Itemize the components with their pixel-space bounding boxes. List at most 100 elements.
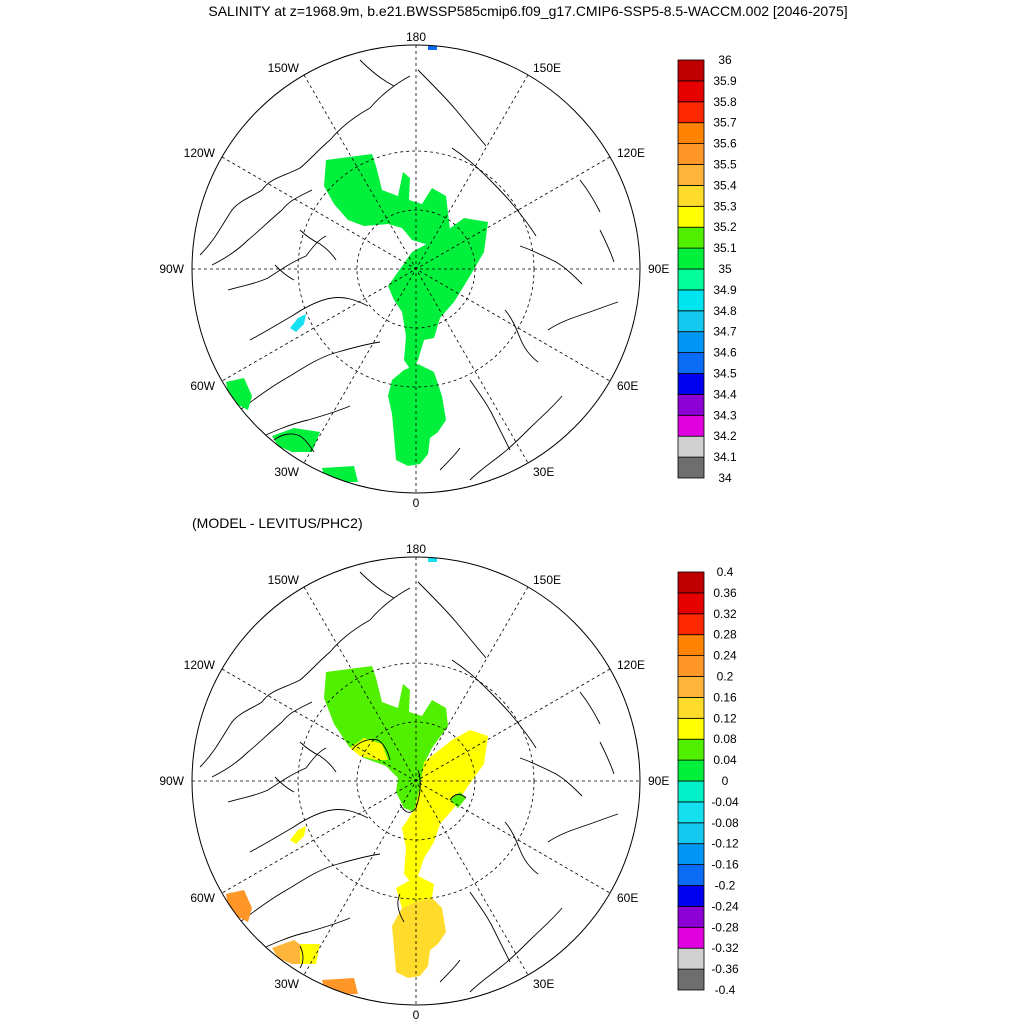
salinity-colorbar-box bbox=[677, 226, 705, 249]
difference-colorbar-box bbox=[677, 655, 705, 677]
field-patch bbox=[324, 666, 448, 812]
difference-colorbar-box bbox=[677, 717, 705, 740]
map-boundary bbox=[191, 44, 641, 494]
salinity-colorbar-box bbox=[677, 310, 705, 333]
lon-label-180: 180 bbox=[406, 542, 426, 556]
salinity-polar-map: 180 0 90W 90E 150W 150E 120W 120E 60W 60… bbox=[159, 30, 669, 510]
difference-colorbar-label: -0.24 bbox=[711, 899, 739, 913]
salinity-colorbar-box bbox=[677, 247, 705, 270]
salinity-colorbar-label: 34.6 bbox=[713, 346, 737, 360]
difference-colorbar-box bbox=[677, 926, 705, 949]
field-patch bbox=[428, 558, 437, 562]
map-boundary bbox=[191, 556, 641, 1006]
graticule bbox=[192, 557, 640, 1005]
lon-label-150w: 150W bbox=[268, 61, 300, 75]
difference-colorbar-box bbox=[677, 780, 705, 803]
lon-label-0: 0 bbox=[413, 1008, 420, 1022]
lon-label-120w: 120W bbox=[184, 658, 216, 672]
salinity-colorbar-label: 34.2 bbox=[713, 429, 737, 443]
lon-label-60w: 60W bbox=[190, 379, 215, 393]
difference-colorbar-label: 0.16 bbox=[713, 690, 737, 704]
field-patch bbox=[272, 940, 302, 964]
figure-title: SALINITY at z=1968.9m, b.e21.BWSSP585cmi… bbox=[208, 3, 848, 19]
field-patch bbox=[428, 46, 437, 50]
salinity-colorbar-box bbox=[677, 205, 705, 228]
salinity-field bbox=[226, 46, 488, 482]
lon-label-90w: 90W bbox=[159, 262, 184, 276]
field-patch bbox=[226, 890, 252, 922]
difference-colorbar-box bbox=[677, 822, 705, 845]
salinity-colorbar-label: 34.4 bbox=[713, 387, 737, 401]
difference-colorbar-label: -0.28 bbox=[711, 920, 739, 934]
salinity-colorbar-box bbox=[677, 393, 705, 416]
difference-colorbar-label: 0.04 bbox=[713, 753, 737, 767]
salinity-colorbar: 36 35.9 35.8 35.7 35.6 35.5 35.4 35.3 35.2 35.1 35… bbox=[677, 53, 737, 485]
lon-label-150e: 150E bbox=[533, 61, 561, 75]
difference-colorbar-label: -0.4 bbox=[715, 983, 736, 997]
lon-label-60e: 60E bbox=[617, 379, 638, 393]
field-patch bbox=[272, 428, 320, 452]
salinity-colorbar-label: 35.4 bbox=[713, 178, 737, 192]
difference-colorbar: 0.4 0.36 0.32 0.28 0.24 0.2 0.16 0.12 0.08 0.04 0 -… bbox=[677, 565, 739, 997]
lon-label-180: 180 bbox=[406, 30, 426, 44]
field-patch bbox=[290, 314, 306, 332]
salinity-colorbar-label: 35.2 bbox=[713, 220, 737, 234]
difference-colorbar-box bbox=[677, 905, 705, 928]
salinity-colorbar-label: 34.5 bbox=[713, 367, 737, 381]
difference-colorbar-label: -0.36 bbox=[711, 962, 739, 976]
salinity-colorbar-label: 35 bbox=[718, 262, 732, 276]
difference-colorbar-label: 0.28 bbox=[713, 628, 737, 642]
lon-label-120e: 120E bbox=[617, 658, 645, 672]
lon-label-60e: 60E bbox=[617, 891, 638, 905]
field-patch bbox=[300, 944, 320, 964]
difference-colorbar-box bbox=[677, 613, 705, 636]
salinity-colorbar-box bbox=[677, 289, 705, 312]
salinity-colorbar-box bbox=[677, 456, 705, 479]
lon-label-60w: 60W bbox=[190, 891, 215, 905]
lon-label-30w: 30W bbox=[274, 465, 299, 479]
salinity-colorbar-label: 34 bbox=[718, 471, 732, 485]
salinity-colorbar-box bbox=[677, 435, 705, 458]
difference-colorbar-label: 0 bbox=[722, 774, 729, 788]
difference-colorbar-label: 0.2 bbox=[717, 670, 734, 684]
difference-colorbar-label: -0.16 bbox=[711, 858, 739, 872]
salinity-colorbar-label: 35.5 bbox=[713, 158, 737, 172]
salinity-colorbar-label: 35.9 bbox=[713, 74, 737, 88]
difference-colorbar-box bbox=[677, 634, 705, 656]
difference-colorbar-box bbox=[677, 592, 705, 615]
salinity-colorbar-box bbox=[677, 80, 705, 103]
salinity-colorbar-label: 34.1 bbox=[713, 450, 737, 464]
salinity-colorbar-label: 35.1 bbox=[713, 241, 737, 255]
field-patch bbox=[388, 218, 488, 372]
difference-colorbar-label: 0.12 bbox=[713, 711, 737, 725]
coastlines bbox=[199, 59, 619, 481]
salinity-colorbar-label: 35.6 bbox=[713, 137, 737, 151]
field-patch bbox=[450, 792, 466, 808]
lon-label-90w: 90W bbox=[159, 774, 184, 788]
coastlines bbox=[199, 571, 619, 993]
difference-colorbar-label: 0.24 bbox=[713, 649, 737, 663]
salinity-colorbar-box bbox=[677, 352, 705, 374]
lon-label-150w: 150W bbox=[268, 573, 300, 587]
difference-colorbar-box bbox=[677, 885, 705, 907]
field-patch bbox=[396, 876, 434, 908]
salinity-colorbar-label: 36 bbox=[718, 53, 732, 67]
salinity-colorbar-box bbox=[677, 373, 705, 395]
salinity-colorbar-box bbox=[677, 268, 705, 291]
difference-colorbar-label: -0.04 bbox=[711, 795, 739, 809]
difference-colorbar-box bbox=[677, 864, 705, 886]
lon-label-120w: 120W bbox=[184, 146, 216, 160]
difference-colorbar-box bbox=[677, 843, 705, 866]
difference-colorbar-box bbox=[677, 738, 705, 761]
lon-label-120e: 120E bbox=[617, 146, 645, 160]
difference-colorbar-label: -0.08 bbox=[711, 816, 739, 830]
field-patch bbox=[402, 730, 488, 884]
field-patch bbox=[290, 826, 306, 844]
lon-label-30w: 30W bbox=[274, 977, 299, 991]
difference-field bbox=[226, 558, 488, 994]
difference-colorbar-label: -0.32 bbox=[711, 941, 739, 955]
salinity-colorbar-box bbox=[677, 101, 705, 124]
graticule bbox=[192, 45, 640, 493]
lon-label-90e: 90E bbox=[648, 774, 669, 788]
salinity-colorbar-box bbox=[677, 414, 705, 437]
